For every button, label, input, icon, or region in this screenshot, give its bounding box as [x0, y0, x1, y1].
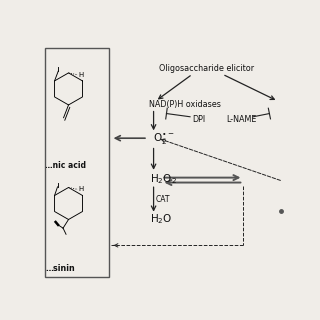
Text: NAD(P)H oxidases: NAD(P)H oxidases [149, 100, 221, 109]
Text: H: H [78, 187, 84, 192]
Text: Oligosaccharide elicitor: Oligosaccharide elicitor [159, 64, 254, 73]
Text: CAT: CAT [156, 195, 170, 204]
Text: L-NAME: L-NAME [227, 115, 257, 124]
Text: H: H [78, 72, 84, 78]
Text: O$_2^{\bullet-}$: O$_2^{\bullet-}$ [153, 131, 174, 146]
Text: H$_2$O$_2$: H$_2$O$_2$ [150, 172, 177, 186]
Bar [45, 48, 109, 277]
Text: H$_2$O: H$_2$O [150, 212, 173, 226]
Text: DPI: DPI [192, 115, 205, 124]
Text: …nic acid: …nic acid [45, 161, 86, 170]
Text: …sinin: …sinin [45, 264, 75, 273]
